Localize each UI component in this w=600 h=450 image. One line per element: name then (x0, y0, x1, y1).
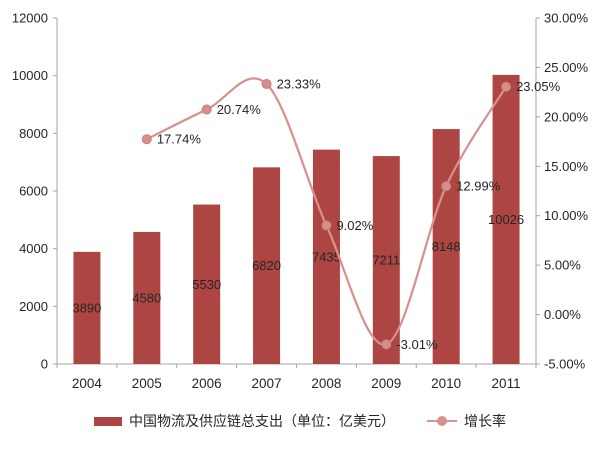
right-axis-tick-label: 30.00% (544, 11, 589, 26)
bar-value-label: 3890 (72, 300, 101, 315)
growth-marker-2007 (261, 78, 272, 89)
bar-swatch-icon (94, 416, 122, 426)
x-axis-category-label: 2008 (311, 376, 341, 391)
bar-2008 (312, 149, 340, 364)
x-axis-category-label: 2009 (371, 376, 401, 391)
left-axis-tick-label: 10000 (12, 68, 48, 83)
bar-2009 (372, 156, 400, 364)
right-axis-tick-label: 5.00% (544, 258, 581, 273)
left-axis-tick-label: 4000 (19, 241, 48, 256)
bar-value-label: 10026 (488, 212, 524, 227)
bar-value-label: 6820 (252, 258, 281, 273)
growth-marker-2009 (381, 339, 392, 350)
left-axis-tick-label: 6000 (19, 184, 48, 199)
bar-2004 (73, 251, 101, 364)
legend-label-expenditure: 中国物流及供应链总支出（单位：亿美元） (129, 413, 395, 429)
x-axis-category-label: 2007 (252, 376, 282, 391)
bar-value-label: 7435 (312, 249, 341, 264)
legend-item-growth-rate: 增长率 (427, 411, 506, 431)
x-axis-category-label: 2004 (72, 376, 103, 391)
bar-2006 (193, 204, 221, 364)
growth-marker-2011 (501, 81, 512, 92)
growth-value-label: 9.02% (336, 218, 373, 233)
growth-value-label: 23.33% (277, 76, 322, 91)
growth-value-label: 20.74% (217, 102, 262, 117)
growth-value-label: 23.05% (516, 79, 561, 94)
growth-value-label: 12.99% (456, 179, 501, 194)
right-axis-tick-label: 10.00% (544, 208, 589, 223)
line-marker-icon (427, 416, 457, 427)
right-axis-tick-label: 25.00% (544, 60, 589, 75)
x-axis-category-label: 2010 (431, 376, 461, 391)
line-dot-icon (437, 416, 447, 426)
growth-value-label: -3.01% (396, 337, 438, 352)
growth-marker-2008 (321, 220, 332, 231)
x-axis-category-label: 2006 (192, 376, 222, 391)
x-axis-category-label: 2011 (492, 376, 521, 391)
legend: 中国物流及供应链总支出（单位：亿美元） 增长率 (0, 408, 600, 434)
growth-marker-2010 (441, 181, 452, 192)
right-axis-tick-label: 0.00% (544, 307, 581, 322)
right-axis-tick-label: 20.00% (544, 109, 589, 124)
bar-2005 (133, 231, 161, 364)
bar-value-label: 8148 (432, 239, 461, 254)
legend-label-growth-rate: 增长率 (464, 413, 506, 429)
bar-value-label: 7211 (372, 253, 400, 268)
legend-item-expenditure: 中国物流及供应链总支出（单位：亿美元） (94, 411, 395, 431)
right-axis-tick-label: 15.00% (544, 159, 589, 174)
bar-2007 (253, 167, 281, 364)
left-axis-tick-label: 12000 (12, 11, 48, 26)
left-axis-tick-label: 8000 (19, 126, 48, 141)
left-axis-tick-label: 2000 (19, 299, 48, 314)
x-axis-category-label: 2005 (132, 376, 162, 391)
growth-value-label: 17.74% (157, 132, 202, 147)
growth-marker-2006 (201, 104, 212, 115)
bar-value-label: 5530 (192, 277, 221, 292)
growth-marker-2005 (141, 134, 152, 145)
bar-2011 (492, 74, 520, 365)
bar-value-label: 4580 (132, 290, 161, 305)
left-axis-tick-label: 0 (41, 357, 48, 372)
right-axis-tick-label: -5.00% (544, 357, 586, 372)
